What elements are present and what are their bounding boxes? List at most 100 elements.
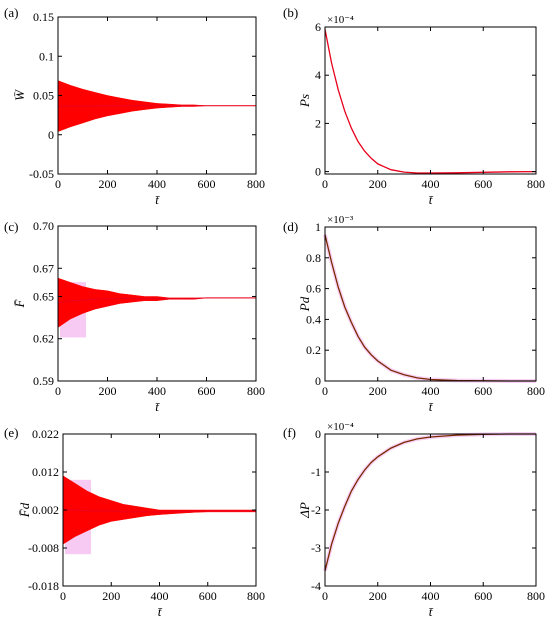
y-tick-label: 6: [315, 20, 321, 34]
y-tick-label: 0.67: [33, 261, 54, 275]
y-tick-label: 2: [315, 116, 321, 130]
series-glow: [323, 234, 536, 383]
series-line: [324, 234, 536, 382]
y-axis-label: Pd: [297, 296, 312, 312]
series-line: [63, 509, 256, 513]
y-tick-label: -0.018: [28, 579, 59, 593]
series-glow: [323, 432, 536, 572]
y-tick-label: -2: [311, 503, 321, 517]
y-axis-label: W̄: [12, 89, 27, 101]
x-tick-label: 0: [322, 589, 328, 603]
panel-e: 0 200 400 600 800 -0.018 -0.008 0.002 0.012 0.022…: [4, 425, 265, 619]
panel-d: 0 200 400 600 800 0 0.2 0.4 0.6 0.8 1 ×10⁻³ (d) t̄ Pd: [283, 214, 545, 414]
y-tick-label: 0.6: [306, 282, 321, 296]
panel-label: (b): [283, 5, 298, 20]
y-tick-label: 0.05: [33, 89, 54, 103]
x-axis-label: t̄: [155, 192, 160, 207]
y-tick-label: 0.15: [33, 10, 54, 24]
x-axis-label: t̄: [155, 399, 160, 414]
axis-multiplier: ×10⁻³: [327, 214, 354, 226]
series-line: [324, 433, 536, 571]
y-tick-label: 0.022: [32, 427, 59, 441]
x-tick-label: 200: [102, 589, 120, 603]
axes-frame: [324, 226, 537, 382]
x-tick-label: 800: [527, 384, 545, 398]
panel-c: 0 200 400 600 800 0.59 0.62 0.65 0.67 0.70 (c) t̄ F̄: [4, 219, 265, 414]
y-tick-label: 0.012: [32, 465, 59, 479]
panel-label: (f): [283, 425, 296, 440]
y-axis-label: Ps: [297, 94, 312, 108]
y-axis-label: F̄d: [17, 502, 32, 518]
y-tick-label: 0.2: [306, 343, 321, 357]
x-axis-label: t̄: [429, 399, 434, 414]
y-tick-label: 0.62: [33, 332, 54, 346]
x-tick-label: 600: [474, 177, 492, 191]
x-tick-label: 600: [199, 589, 217, 603]
x-tick-label: 800: [247, 589, 265, 603]
y-tick-label: 0.59: [33, 374, 54, 388]
x-tick-label: 800: [247, 177, 265, 191]
x-tick-label: 800: [527, 177, 545, 191]
y-axis-label: ΔP: [297, 502, 312, 519]
y-tick-label: 0.65: [33, 289, 54, 303]
panel-label: (a): [4, 5, 18, 20]
y-tick-label: 0.4: [306, 312, 321, 326]
x-tick-label: 400: [422, 589, 440, 603]
x-axis-label: t̄: [158, 604, 163, 619]
y-tick-label: -3: [311, 541, 321, 555]
panel-label: (e): [4, 425, 18, 440]
x-tick-label: 600: [198, 177, 216, 191]
x-tick-label: 400: [148, 177, 166, 191]
y-tick-label: 0: [315, 374, 321, 388]
y-axis-label: F̄: [12, 298, 27, 308]
axes-frame: [324, 433, 537, 587]
y-tick-label: 0.002: [32, 503, 59, 517]
y-tick-label: 0.1: [39, 49, 54, 63]
y-tick-label: -4: [311, 579, 321, 593]
x-tick-label: 200: [369, 589, 387, 603]
envelope-band: [62, 475, 257, 545]
x-tick-label: 0: [60, 589, 66, 603]
y-tick-label: 0.70: [33, 219, 54, 233]
x-tick-label: 0: [322, 177, 328, 191]
y-tick-label: -0.05: [29, 167, 54, 181]
x-tick-label: 800: [247, 384, 265, 398]
x-tick-label: 400: [148, 384, 166, 398]
x-tick-label: 800: [527, 589, 545, 603]
axis-multiplier: ×10⁻⁴: [327, 421, 354, 433]
y-tick-label: -0.008: [28, 541, 59, 555]
y-tick-label: 0: [315, 165, 321, 179]
x-axis-label: t̄: [429, 604, 434, 619]
x-tick-label: 400: [422, 384, 440, 398]
axis-multiplier: ×10⁻⁴: [327, 14, 354, 26]
x-tick-label: 200: [99, 177, 117, 191]
panel-b: 0 200 400 600 800 0 2 4 6 ×10⁻⁴ (b) t̄ Ps: [283, 5, 545, 207]
x-tick-label: 400: [422, 177, 440, 191]
y-tick-label: -1: [311, 465, 321, 479]
x-axis-label: t̄: [429, 192, 434, 207]
x-tick-label: 600: [474, 589, 492, 603]
series-line: [57, 297, 256, 304]
y-tick-label: 0: [315, 427, 321, 441]
y-tick-label: 4: [315, 68, 321, 82]
x-tick-label: 600: [198, 384, 216, 398]
x-tick-label: 200: [369, 384, 387, 398]
y-tick-label: 0: [48, 128, 54, 142]
x-tick-label: 200: [99, 384, 117, 398]
x-tick-label: 0: [55, 177, 61, 191]
x-tick-label: 0: [322, 384, 328, 398]
panel-label: (d): [283, 219, 298, 234]
panel-f: 0 200 400 600 800 -4 -3 -2 -1 0 ×10⁻⁴ (f) t̄ ΔP: [283, 421, 545, 619]
x-tick-label: 200: [369, 177, 387, 191]
y-tick-label: 0.8: [306, 251, 321, 265]
axes-frame: [324, 26, 537, 175]
panel-label: (c): [4, 219, 18, 234]
x-tick-label: 400: [151, 589, 169, 603]
x-tick-label: 600: [474, 384, 492, 398]
envelope-band: [57, 277, 256, 328]
y-tick-label: 1: [315, 220, 321, 234]
series-line: [324, 29, 537, 174]
x-tick-label: 0: [55, 384, 61, 398]
